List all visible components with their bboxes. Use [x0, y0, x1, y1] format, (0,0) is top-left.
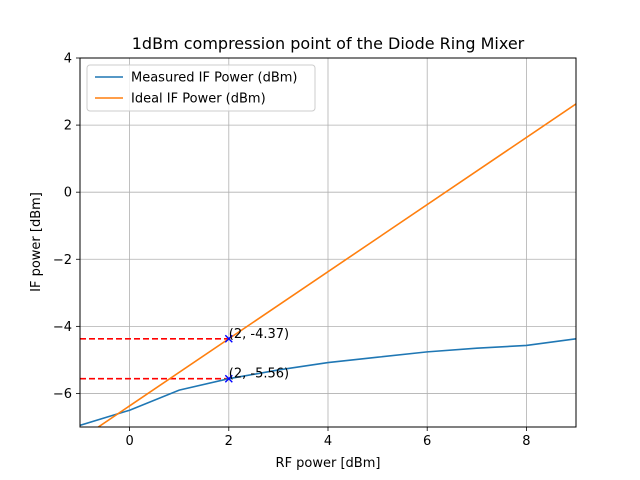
legend-box — [86, 64, 316, 112]
markers — [224, 334, 233, 383]
y-axis-label: IF power [dBm] — [29, 192, 44, 292]
y-tick-label: −4 — [53, 320, 72, 335]
y-tick-label: 4 — [64, 52, 72, 67]
series-line-0 — [80, 337, 576, 427]
x-tick-label: 4 — [324, 434, 332, 449]
x-axis-label: RF power [dBm] — [276, 456, 381, 471]
x-tick-label: 8 — [522, 434, 530, 449]
x-marker-stroke — [224, 334, 233, 343]
legend: Measured IF Power (dBm) Ideal IF Power (d… — [86, 64, 316, 112]
series-lines — [80, 103, 576, 427]
legend-entry: Ideal IF Power (dBm) — [131, 92, 266, 107]
x-tick-label: 2 — [225, 434, 233, 449]
x-tick-label: 6 — [423, 434, 431, 449]
point-annotation: (2, -5.56) — [229, 367, 289, 382]
legend-entry: Measured IF Power (dBm) — [131, 71, 298, 86]
y-tick-label: 0 — [64, 186, 72, 201]
y-tick-label: −6 — [53, 387, 72, 402]
point-annotation: (2, -4.37) — [229, 327, 289, 342]
x-tick-label: 0 — [125, 434, 133, 449]
y-tick-label: 2 — [64, 119, 72, 134]
x-marker — [224, 334, 233, 343]
axis-ticks: 0 2 4 6 8 −6 −4 −2 0 2 4 — [53, 52, 531, 450]
y-tick-label: −2 — [53, 253, 72, 268]
annotations: (2, -4.37) (2, -5.56) — [229, 327, 289, 382]
x-marker — [224, 374, 233, 383]
chart-title: 1dBm compression point of the Diode Ring… — [132, 34, 525, 53]
x-marker-stroke — [224, 374, 233, 383]
reference-lines — [80, 337, 229, 380]
series-line-1 — [96, 103, 576, 427]
